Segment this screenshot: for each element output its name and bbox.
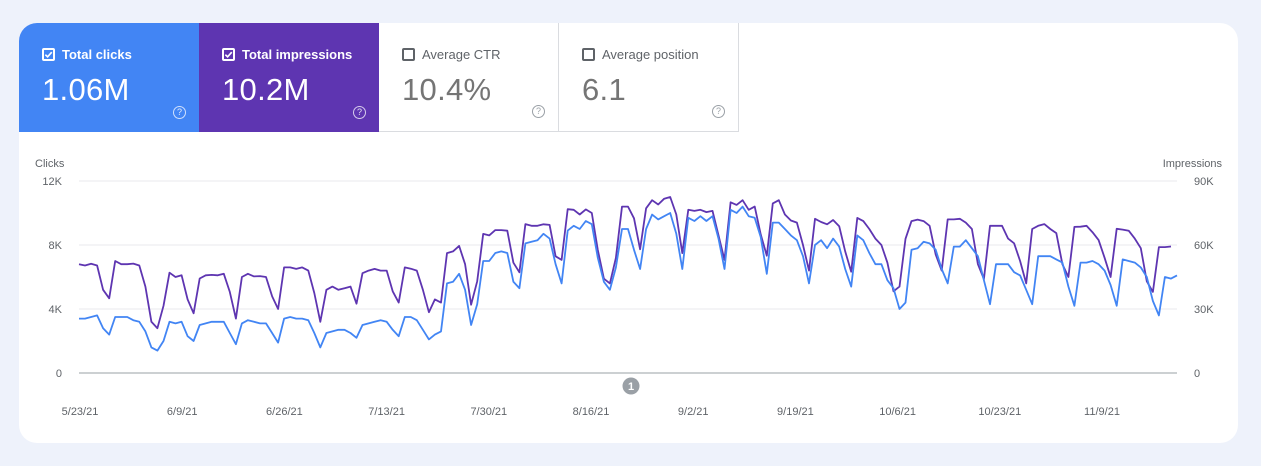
x-tick-label: 7/13/21 (368, 406, 405, 418)
help-icon[interactable]: ? (353, 106, 366, 119)
checkbox-checked-icon[interactable] (222, 48, 235, 61)
left-axis-title: Clicks (35, 158, 65, 170)
series-line-clicks (79, 205, 1178, 352)
metric-value: 10.4% (402, 72, 492, 107)
metric-average-ctr[interactable]: Average CTR 10.4% ? (379, 23, 559, 132)
metric-total-impressions[interactable]: Total impressions 10.2M ? (199, 23, 379, 132)
x-tick-label: 5/23/21 (62, 406, 99, 418)
series-lines (78, 196, 1178, 352)
right-tick-label: 30K (1194, 304, 1214, 316)
grid-lines (79, 180, 1177, 374)
help-icon[interactable]: ? (532, 105, 545, 118)
right-tick-label: 60K (1194, 240, 1214, 252)
checkbox-unchecked-icon[interactable] (582, 48, 595, 61)
left-tick-label: 12K (42, 176, 62, 188)
x-tick-label: 9/19/21 (777, 406, 814, 418)
checkbox-checked-icon[interactable] (42, 48, 55, 61)
x-tick-label: 7/30/21 (470, 406, 507, 418)
metric-value: 10.2M (222, 72, 310, 107)
metric-average-position[interactable]: Average position 6.1 ? (559, 23, 739, 132)
metric-total-clicks[interactable]: Total clicks 1.06M ? (19, 23, 199, 132)
x-tick-label: 6/26/21 (266, 406, 303, 418)
left-tick-label: 4K (49, 304, 63, 316)
x-tick-label: 6/9/21 (167, 406, 198, 418)
right-tick-label: 0 (1194, 368, 1200, 380)
metric-tabs: Total clicks 1.06M ? Total impressions 1… (19, 23, 739, 132)
x-tick-label: 11/9/21 (1084, 406, 1120, 418)
metric-label: Total clicks (62, 47, 132, 62)
metric-label: Average position (602, 47, 699, 62)
right-tick-label: 90K (1194, 176, 1214, 188)
annotation-circle[interactable] (622, 377, 640, 395)
help-icon[interactable]: ? (173, 106, 186, 119)
right-axis-title: Impressions (1163, 158, 1223, 170)
annotation-marker[interactable]: 1 (622, 377, 640, 395)
x-tick-label: 10/6/21 (879, 406, 916, 418)
metric-label: Average CTR (422, 47, 501, 62)
annotation-label: 1 (628, 381, 634, 393)
metric-value: 6.1 (582, 72, 626, 107)
left-tick-label: 8K (49, 240, 63, 252)
left-tick-label: 0 (56, 368, 62, 380)
x-tick-label: 8/16/21 (573, 406, 610, 418)
x-tick-label: 10/23/21 (978, 406, 1021, 418)
performance-chart: Clicks Impressions 0 4K 8K 12K 0 30K 60K 90K 5… (35, 158, 1223, 418)
checkbox-unchecked-icon[interactable] (402, 48, 415, 61)
series-line-impressions (78, 196, 1172, 330)
metric-value: 1.06M (42, 72, 130, 107)
performance-card: Total clicks 1.06M ? Total impressions 1… (19, 23, 1238, 443)
metric-label: Total impressions (242, 47, 353, 62)
x-tick-label: 9/2/21 (678, 406, 709, 418)
right-axis-ticks: 0 30K 60K 90K (1194, 176, 1214, 380)
help-icon[interactable]: ? (712, 105, 725, 118)
x-axis-ticks: 5/23/21 6/9/21 6/26/21 7/13/21 7/30/21 8/16/2… (62, 406, 1120, 418)
left-axis-ticks: 0 4K 8K 12K (42, 176, 62, 380)
